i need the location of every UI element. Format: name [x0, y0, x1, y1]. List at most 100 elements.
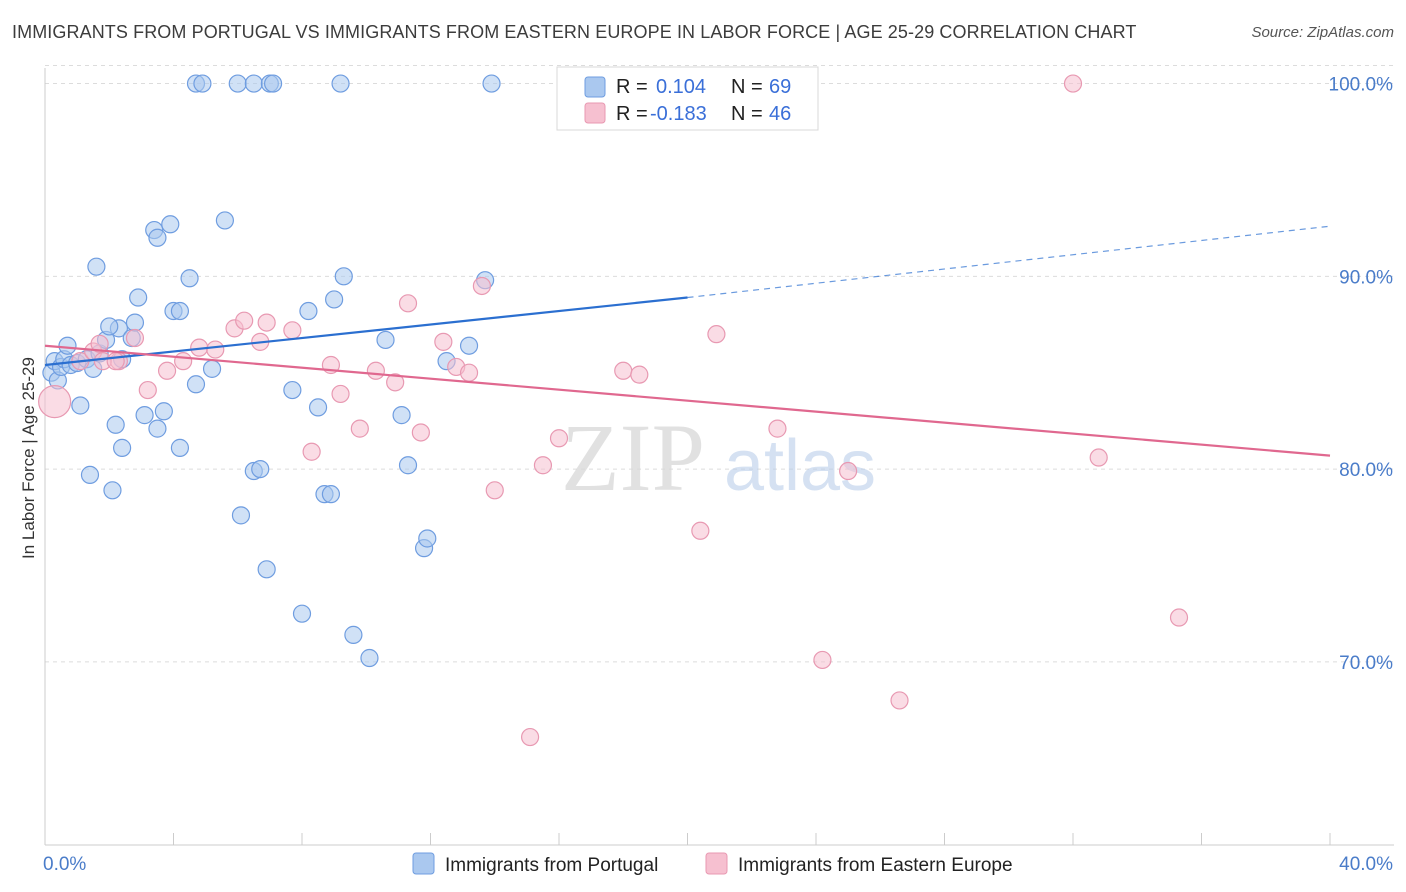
point-portugal — [251, 459, 270, 479]
point-eastern-europe — [434, 332, 453, 351]
point-portugal — [283, 380, 302, 400]
point-portugal — [135, 406, 154, 425]
point-portugal — [231, 506, 251, 525]
point-portugal — [257, 560, 276, 579]
point-eastern-europe — [533, 456, 553, 475]
point-eastern-europe — [257, 313, 276, 332]
bottom-legend-label-eastern-europe: Immigrants from Eastern Europe — [738, 855, 1013, 876]
point-portugal — [334, 267, 353, 286]
top-legend: R = 0.104 N = 69 R = -0.183 N = 46 — [556, 66, 819, 131]
point-portugal — [87, 257, 106, 276]
legend-r-value-1: 0.104 — [656, 76, 706, 98]
point-eastern-europe — [1063, 74, 1083, 93]
legend-n-label-1: N = — [731, 76, 763, 98]
point-eastern-europe — [485, 481, 504, 500]
point-portugal — [376, 330, 395, 350]
bottom-legend-swatch-pink — [705, 852, 728, 875]
point-eastern-europe — [38, 385, 72, 419]
trend-lines — [44, 225, 1331, 457]
point-eastern-europe — [614, 361, 633, 380]
point-portugal — [292, 604, 312, 623]
point-eastern-europe — [768, 419, 787, 438]
legend-swatch-blue — [584, 76, 606, 98]
point-eastern-europe — [813, 650, 832, 670]
point-portugal — [398, 456, 418, 475]
point-portugal — [112, 438, 132, 457]
point-portugal — [325, 290, 344, 309]
point-eastern-europe — [350, 419, 369, 438]
point-portugal — [299, 301, 318, 321]
point-eastern-europe — [549, 429, 569, 448]
point-eastern-europe — [459, 363, 479, 382]
source-label: Source: ZipAtlas.com — [1251, 24, 1394, 41]
point-eastern-europe — [839, 461, 858, 481]
x-tick-label-max: 40.0% — [1339, 854, 1393, 875]
point-portugal — [482, 74, 501, 93]
bottom-legend-label-portugal: Immigrants from Portugal — [445, 855, 658, 876]
point-eastern-europe — [630, 365, 649, 384]
point-eastern-europe — [398, 294, 418, 313]
axes — [44, 68, 1394, 846]
legend-r-label-1: R = — [616, 76, 648, 98]
point-portugal — [148, 228, 167, 247]
point-eastern-europe — [366, 361, 385, 380]
y-tick-label: 90.0% — [1339, 267, 1393, 288]
point-eastern-europe — [206, 340, 225, 359]
point-portugal — [154, 402, 173, 421]
point-portugal — [148, 419, 167, 438]
trend-line-eastern-europe — [44, 344, 1331, 457]
point-portugal — [360, 648, 379, 668]
point-portugal — [193, 74, 212, 93]
point-portugal — [459, 336, 479, 355]
point-portugal — [170, 438, 190, 457]
legend-r-value-2: -0.183 — [650, 103, 707, 125]
point-portugal — [71, 396, 90, 415]
point-portugal — [418, 529, 437, 548]
point-portugal — [100, 317, 119, 336]
point-portugal — [308, 398, 328, 417]
y-tick-label: 100.0% — [1329, 75, 1394, 96]
point-eastern-europe — [1169, 608, 1189, 627]
point-portugal — [125, 313, 145, 332]
point-portugal — [161, 215, 180, 234]
point-portugal — [80, 465, 100, 484]
point-portugal — [244, 74, 263, 93]
point-portugal — [392, 406, 411, 425]
series-portugal-points — [42, 74, 601, 668]
point-eastern-europe — [302, 442, 321, 461]
point-portugal — [331, 74, 350, 93]
point-eastern-europe — [235, 311, 254, 330]
point-eastern-europe — [157, 361, 177, 380]
point-portugal — [321, 485, 341, 504]
trend-line-portugal-extension — [687, 225, 1331, 299]
point-eastern-europe — [707, 325, 726, 344]
point-portugal — [344, 625, 363, 644]
y-tick-label: 80.0% — [1339, 460, 1393, 481]
bottom-legend-swatch-blue — [412, 852, 435, 875]
y-tick-label: 70.0% — [1339, 653, 1393, 674]
point-eastern-europe — [472, 276, 491, 296]
point-eastern-europe — [1089, 448, 1108, 467]
point-portugal — [180, 269, 199, 288]
legend-n-value-2: 46 — [769, 103, 791, 125]
point-eastern-europe — [283, 321, 302, 340]
point-portugal — [106, 415, 125, 434]
point-eastern-europe — [106, 352, 125, 371]
point-eastern-europe — [331, 384, 350, 404]
point-portugal — [263, 74, 283, 93]
point-eastern-europe — [174, 352, 193, 371]
point-portugal — [58, 336, 77, 355]
point-portugal — [215, 211, 234, 230]
point-eastern-europe — [890, 691, 909, 710]
point-eastern-europe — [411, 423, 430, 442]
tick-labels: 70.0% 80.0% 90.0% 100.0% 0.0% 40.0% — [43, 75, 1393, 875]
point-eastern-europe — [691, 521, 710, 540]
point-portugal — [129, 288, 148, 307]
legend-swatch-pink — [584, 102, 606, 124]
watermark-zip: ZIP — [561, 404, 705, 511]
legend-n-label-2: N = — [731, 103, 763, 125]
legend-n-value-1: 69 — [769, 76, 791, 98]
trend-line-portugal — [44, 296, 688, 367]
x-tick-label-min: 0.0% — [43, 854, 86, 875]
